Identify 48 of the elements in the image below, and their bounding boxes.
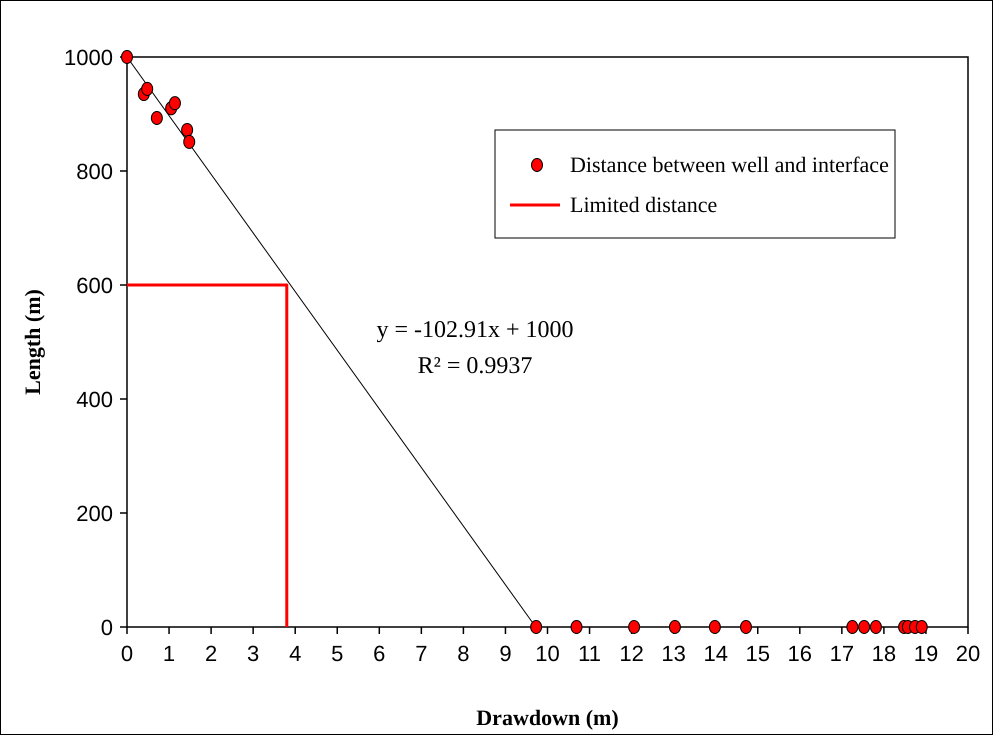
y-axis-title: Length (m)	[20, 289, 45, 395]
x-axis-title: Drawdown (m)	[476, 705, 619, 730]
y-tick-label: 400	[76, 387, 113, 412]
x-tick-label: 16	[788, 641, 812, 666]
point	[870, 620, 882, 634]
y-tick-label: 200	[76, 501, 113, 526]
point	[668, 620, 681, 634]
x-tick-label: 5	[331, 641, 344, 666]
y-tick-label: 800	[76, 159, 113, 184]
x-tick-label: 0	[120, 641, 134, 666]
x-tick-label: 3	[247, 641, 260, 666]
point	[530, 620, 542, 634]
y-tick-label: 600	[76, 273, 113, 298]
x-tick-label: 4	[289, 641, 302, 666]
x-tick-label: 9	[499, 641, 512, 666]
y-tick-label: 0	[100, 615, 113, 640]
x-tick-label: 8	[457, 641, 470, 666]
point	[740, 620, 752, 634]
x-tick-label: 12	[619, 641, 644, 666]
point	[858, 620, 870, 634]
point	[150, 110, 163, 125]
x-tick-label: 19	[914, 641, 938, 666]
x-tick-label: 18	[872, 641, 896, 666]
point	[846, 620, 858, 634]
x-tick-label: 11	[578, 641, 601, 666]
point	[570, 620, 583, 634]
point	[708, 620, 721, 634]
x-tick-label: 10	[535, 641, 560, 666]
point	[183, 134, 196, 149]
x-tick-label: 2	[204, 641, 218, 666]
annotation: y = -102.91x + 1000	[376, 317, 574, 343]
x-tick-label: 1	[162, 641, 176, 666]
point	[168, 96, 181, 110]
legend-label: Limited distance	[570, 192, 718, 217]
x-tick-label: 7	[415, 641, 428, 666]
point	[628, 620, 640, 634]
point	[916, 620, 928, 634]
point	[181, 122, 194, 137]
x-tick-label: 15	[746, 641, 770, 666]
x-tick-label: 20	[956, 641, 980, 666]
legend-label: Distance between well and interface	[570, 152, 889, 177]
annotation: R² = 0.9937	[418, 353, 532, 379]
x-tick-label: 13	[661, 641, 686, 666]
x-tick-label: 17	[830, 641, 854, 666]
y-tick-label: 1000	[64, 45, 113, 70]
x-tick-label: 6	[373, 641, 386, 666]
x-tick-label: 14	[703, 641, 728, 666]
point	[141, 82, 154, 96]
